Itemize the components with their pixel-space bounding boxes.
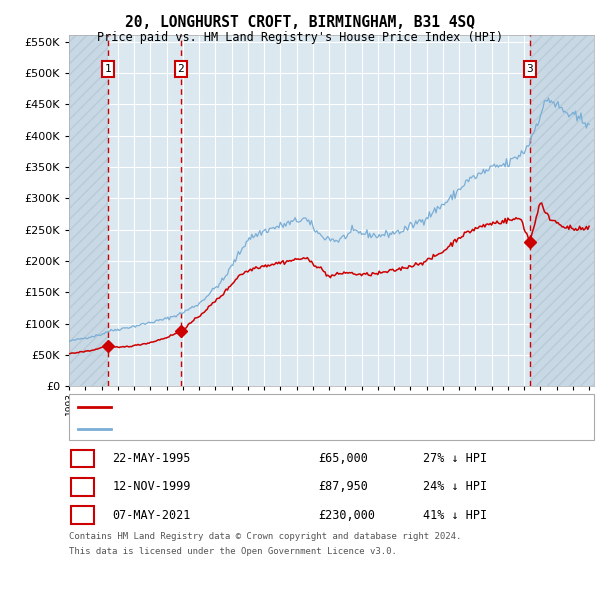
- Bar: [530, 35, 594, 386]
- Text: 2: 2: [79, 480, 86, 493]
- Text: 1: 1: [79, 452, 86, 465]
- Text: £230,000: £230,000: [318, 509, 375, 522]
- Text: Contains HM Land Registry data © Crown copyright and database right 2024.: Contains HM Land Registry data © Crown c…: [69, 532, 461, 541]
- Bar: [69, 35, 108, 386]
- Text: This data is licensed under the Open Government Licence v3.0.: This data is licensed under the Open Gov…: [69, 547, 397, 556]
- Text: 1: 1: [104, 64, 111, 74]
- Text: 12-NOV-1999: 12-NOV-1999: [112, 480, 191, 493]
- Text: 3: 3: [526, 64, 533, 74]
- Text: 3: 3: [79, 509, 86, 522]
- Text: 22-MAY-1995: 22-MAY-1995: [112, 452, 191, 465]
- Text: 07-MAY-2021: 07-MAY-2021: [112, 509, 191, 522]
- Text: £65,000: £65,000: [318, 452, 368, 465]
- Text: 24% ↓ HPI: 24% ↓ HPI: [423, 480, 487, 493]
- Text: £87,950: £87,950: [318, 480, 368, 493]
- Text: 20, LONGHURST CROFT, BIRMINGHAM, B31 4SQ: 20, LONGHURST CROFT, BIRMINGHAM, B31 4SQ: [125, 15, 475, 30]
- Text: 27% ↓ HPI: 27% ↓ HPI: [423, 452, 487, 465]
- Text: 2: 2: [177, 64, 184, 74]
- Text: 41% ↓ HPI: 41% ↓ HPI: [423, 509, 487, 522]
- Text: HPI: Average price, detached house, Birmingham: HPI: Average price, detached house, Birm…: [117, 424, 393, 434]
- Text: 20, LONGHURST CROFT, BIRMINGHAM, B31 4SQ (detached house): 20, LONGHURST CROFT, BIRMINGHAM, B31 4SQ…: [117, 402, 459, 411]
- Text: Price paid vs. HM Land Registry's House Price Index (HPI): Price paid vs. HM Land Registry's House …: [97, 31, 503, 44]
